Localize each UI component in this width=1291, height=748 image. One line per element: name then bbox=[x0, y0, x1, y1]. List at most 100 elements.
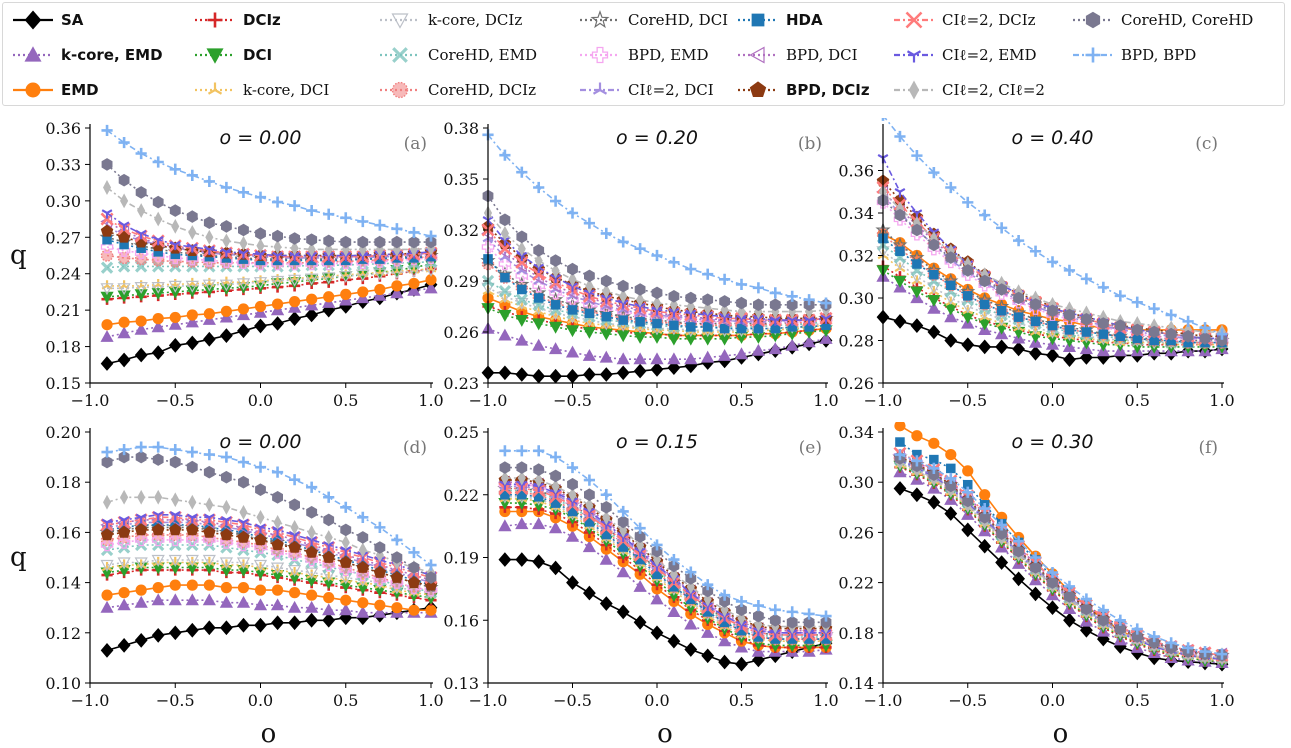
data-point bbox=[357, 531, 369, 544]
data-point bbox=[945, 448, 957, 461]
data-point bbox=[1165, 309, 1177, 321]
data-point bbox=[584, 517, 595, 527]
series-line-k-core-dciz bbox=[882, 250, 1222, 344]
data-point bbox=[532, 368, 546, 384]
data-point bbox=[290, 519, 299, 535]
panel-tag: (e) bbox=[799, 438, 822, 458]
data-point bbox=[1029, 551, 1042, 564]
data-point bbox=[515, 293, 528, 306]
data-point bbox=[390, 267, 404, 280]
data-point bbox=[186, 243, 198, 253]
data-point bbox=[323, 541, 335, 551]
data-point bbox=[135, 229, 147, 240]
data-point bbox=[551, 478, 560, 494]
data-point bbox=[820, 314, 832, 324]
data-point bbox=[203, 525, 216, 538]
data-point bbox=[169, 579, 181, 591]
series-line-dciz bbox=[899, 466, 1223, 663]
data-point bbox=[686, 322, 696, 332]
legend-swatch bbox=[1073, 47, 1113, 63]
data-point bbox=[945, 181, 957, 194]
panel-title: o = 0.00 bbox=[220, 431, 302, 453]
data-point bbox=[927, 295, 941, 307]
legend-swatch bbox=[380, 81, 420, 99]
data-point bbox=[532, 338, 546, 351]
y-tick-label: 0.20 bbox=[45, 423, 81, 442]
data-point bbox=[961, 337, 975, 353]
data-point bbox=[1199, 332, 1211, 345]
legend-label: k-core, DCIz bbox=[428, 11, 523, 29]
data-point bbox=[357, 235, 369, 249]
legend-marker-icon bbox=[590, 10, 610, 29]
data-point bbox=[271, 615, 284, 631]
data-point bbox=[237, 456, 250, 468]
legend-label: DCI bbox=[243, 46, 273, 64]
data-point bbox=[945, 251, 957, 264]
data-point bbox=[186, 533, 199, 547]
data-point bbox=[270, 275, 285, 288]
data-point bbox=[516, 166, 528, 178]
data-point bbox=[151, 554, 165, 567]
data-point bbox=[719, 323, 730, 334]
data-point bbox=[253, 598, 268, 611]
data-point bbox=[1097, 281, 1109, 293]
panel-title: o = 0.00 bbox=[220, 127, 302, 149]
legend-label: BPD, DCIz bbox=[786, 81, 870, 99]
y-tick-label: 0.22 bbox=[838, 574, 874, 593]
data-point bbox=[769, 287, 781, 299]
data-point bbox=[221, 470, 232, 484]
data-point bbox=[719, 312, 731, 323]
data-point bbox=[979, 299, 990, 310]
data-point bbox=[152, 441, 164, 453]
legend-item-cil-2-dciz: CIℓ=2, DCIz bbox=[892, 9, 1036, 31]
data-point bbox=[273, 514, 282, 530]
y-tick-label: 0.18 bbox=[45, 473, 81, 492]
data-point bbox=[532, 318, 546, 331]
data-point bbox=[911, 223, 923, 237]
data-point bbox=[736, 323, 747, 334]
legend-marker-icon bbox=[206, 48, 224, 64]
data-point bbox=[151, 593, 165, 606]
series-line-cil-2-dciz bbox=[106, 218, 432, 258]
data-point bbox=[600, 501, 612, 514]
data-point bbox=[567, 262, 578, 276]
data-point bbox=[374, 521, 386, 533]
data-point bbox=[306, 506, 318, 519]
data-point bbox=[168, 280, 182, 293]
data-point bbox=[100, 528, 114, 541]
data-point bbox=[996, 222, 1008, 234]
data-point bbox=[222, 233, 231, 249]
data-point bbox=[374, 599, 386, 611]
data-point bbox=[305, 307, 319, 323]
data-point bbox=[516, 265, 528, 275]
data-point bbox=[962, 479, 973, 490]
y-tick-label: 0.21 bbox=[45, 301, 81, 320]
legend-item-dciz: DCIz bbox=[193, 9, 281, 31]
x-tick-label: −1.0 bbox=[864, 391, 903, 410]
data-point bbox=[498, 328, 512, 341]
data-point bbox=[533, 492, 544, 502]
data-point bbox=[534, 472, 543, 488]
data-point bbox=[390, 286, 404, 299]
data-point bbox=[517, 241, 526, 257]
legend-label: DCIz bbox=[243, 11, 281, 29]
y-tick-label: 0.38 bbox=[443, 119, 479, 138]
legend-marker-icon bbox=[1085, 11, 1101, 29]
data-point bbox=[220, 451, 232, 463]
data-point bbox=[289, 200, 301, 212]
x-axis-label: o bbox=[261, 719, 277, 748]
data-point bbox=[220, 328, 233, 344]
data-point bbox=[633, 363, 647, 379]
data-point bbox=[548, 342, 563, 355]
series-line-bpd-dciz bbox=[882, 180, 1222, 338]
data-point bbox=[633, 579, 647, 592]
y-axis-label: q bbox=[10, 543, 27, 573]
data-point bbox=[322, 612, 336, 628]
legend-marker-icon bbox=[24, 10, 42, 30]
data-point bbox=[117, 283, 131, 296]
data-point bbox=[203, 465, 215, 479]
data-point bbox=[601, 311, 612, 322]
data-point bbox=[717, 333, 732, 346]
data-point bbox=[222, 499, 231, 515]
data-point bbox=[271, 316, 284, 331]
